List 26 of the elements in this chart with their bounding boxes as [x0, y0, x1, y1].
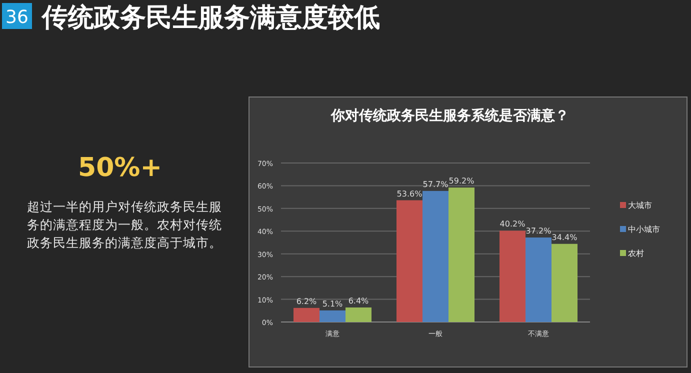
data-label: 5.1%	[322, 299, 344, 308]
chart-subtitle: 你对传统政务民生服务系统是否满意？	[330, 107, 569, 124]
bar	[500, 230, 526, 322]
bar	[346, 307, 372, 322]
data-label: 6.4%	[348, 296, 370, 306]
data-label: 40.2%	[500, 220, 526, 229]
data-label: 34.4%	[552, 232, 578, 242]
bar	[526, 238, 552, 322]
bar	[552, 244, 578, 322]
data-label: 6.2%	[296, 296, 318, 306]
text: 超过一半的用户对传统政务民生服务的满意程度为一般。农村对传统政务民生服务的满意度高于城市。	[27, 198, 222, 252]
data-label: 37.2%	[526, 226, 552, 236]
data-label: 59.2%	[448, 176, 475, 186]
chart-title: 传统政务民生服务满意度较低	[41, 3, 380, 33]
legend-label: 农村	[628, 249, 644, 258]
text: 50%+	[78, 153, 162, 183]
legend-label: 中小城市	[628, 225, 660, 234]
bar	[448, 188, 474, 322]
data-label: 53.6%	[396, 189, 423, 198]
bar	[396, 200, 422, 322]
bar	[422, 190, 448, 322]
data-label: 57.7%	[422, 180, 449, 189]
bar	[294, 308, 320, 322]
bar	[320, 310, 346, 322]
text: 36	[6, 7, 28, 28]
legend-label: 大城市	[628, 201, 652, 210]
